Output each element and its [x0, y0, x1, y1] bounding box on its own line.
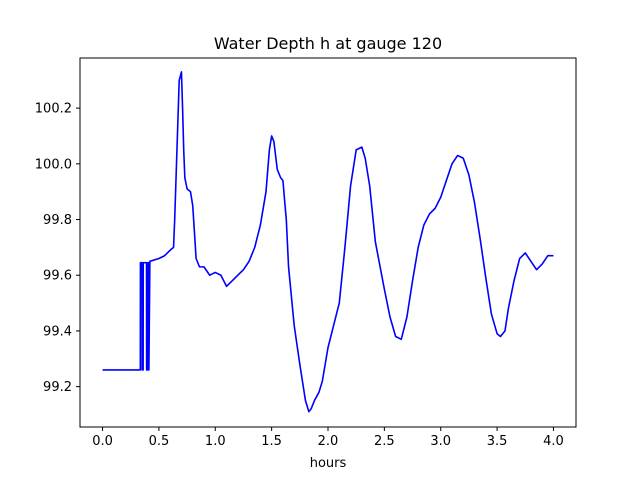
x-tick-label: 3.0 — [430, 434, 451, 449]
y-tick-label: 99.2 — [43, 380, 72, 395]
plot-frame — [79, 57, 577, 428]
x-tick-label: 1.0 — [205, 434, 226, 449]
x-tick-label: 3.5 — [487, 434, 508, 449]
series-layer — [102, 71, 554, 413]
x-tick-label: 0.5 — [149, 434, 170, 449]
x-axis-ticks: 0.0 0.5 1.0 1.5 2.0 2.5 3.0 3.5 4.0 — [92, 427, 564, 449]
x-axis-label: hours — [310, 456, 347, 471]
y-tick-label: 99.6 — [43, 269, 72, 284]
y-axis-ticks: 99.2 99.4 99.6 99.8 100.0 100.2 — [35, 102, 80, 395]
x-tick-label: 0.0 — [92, 434, 113, 449]
x-tick-label: 2.0 — [318, 434, 339, 449]
y-tick-label: 100.2 — [35, 102, 72, 117]
x-tick-label: 4.0 — [543, 434, 564, 449]
chart-title: Water Depth h at gauge 120 — [214, 34, 442, 53]
y-tick-label: 99.8 — [43, 213, 72, 228]
x-tick-label: 1.5 — [261, 434, 282, 449]
series-line — [102, 71, 554, 413]
y-tick-label: 99.4 — [43, 324, 72, 339]
y-tick-label: 100.0 — [35, 157, 72, 172]
x-tick-label: 2.5 — [374, 434, 395, 449]
